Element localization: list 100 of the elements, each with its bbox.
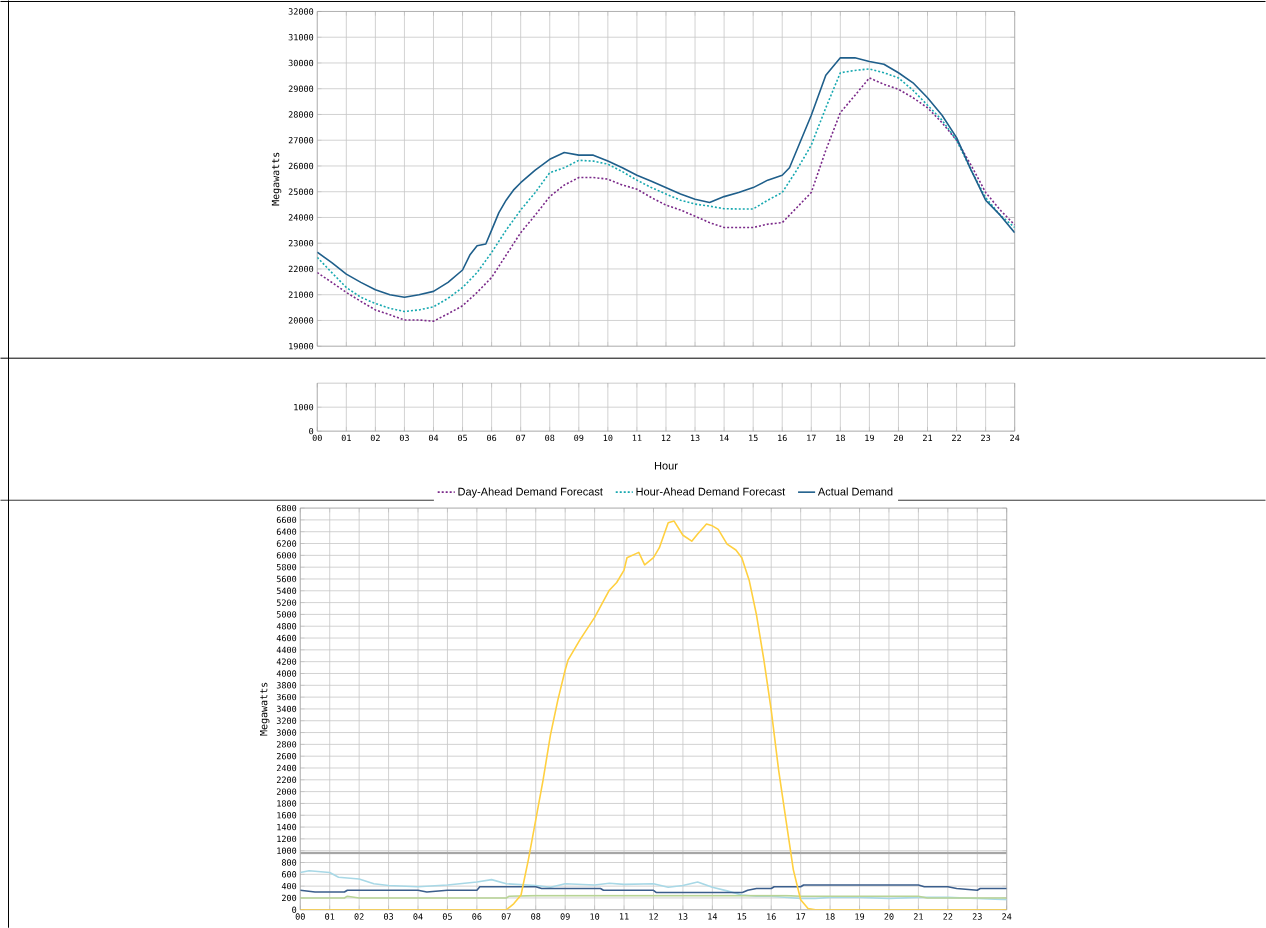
y-tick-label: 32000 (288, 8, 314, 15)
y-tick-label: 27000 (288, 136, 314, 144)
y-tick-label: 30000 (288, 59, 314, 67)
x-tick-label: 17 (807, 434, 816, 441)
y-tick-label: 20000 (288, 317, 314, 324)
x-tick-label: 19 (865, 434, 874, 441)
y-tick-label: 0 (292, 906, 297, 913)
x-tick-label: 06 (472, 913, 482, 920)
x-tick-label: 03 (384, 913, 394, 920)
x-tick-label: 13 (690, 434, 700, 441)
x-tick-label: 23 (981, 434, 991, 441)
y-tick-label: 3400 (276, 705, 297, 713)
y-tick-label: 2200 (276, 776, 297, 783)
x-tick-label: 14 (720, 434, 729, 441)
x-tick-label: 19 (855, 913, 865, 920)
x-tick-label: 15 (737, 913, 747, 920)
x-tick-label: 24 (1002, 913, 1012, 920)
x-tick-label: 04 (428, 434, 439, 441)
legend-label: Hour-Ahead Demand Forecast (636, 487, 786, 496)
y-tick-label: 3600 (276, 693, 297, 701)
x-tick-label: 21 (923, 434, 933, 441)
x-tick-label: 20 (884, 913, 894, 920)
x-tick-label: 17 (796, 913, 806, 920)
x-tick-label: 21 (913, 913, 923, 920)
x-tick-label: 15 (749, 434, 758, 441)
y-tick-label: 2600 (276, 752, 297, 760)
y-tick-label: 6200 (276, 540, 297, 547)
y-tick-label: 3200 (276, 717, 297, 724)
x-tick-label: 11 (632, 434, 642, 441)
x-tick-label: 23 (972, 913, 982, 920)
y-tick-label: 6000 (276, 552, 297, 559)
x-tick-label: 16 (778, 434, 787, 441)
y-tick-label: 2400 (276, 764, 297, 772)
y-tick-label: 6600 (276, 516, 297, 523)
y-tick-label: 2000 (276, 788, 297, 795)
y-tick-label: 6800 (276, 504, 297, 512)
x-tick-label: 10 (603, 434, 613, 441)
y-tick-label: 24000 (288, 214, 314, 221)
x-tick-label: 03 (399, 434, 409, 441)
x-tick-label: 10 (590, 913, 600, 920)
y-tick-label: 1200 (277, 835, 297, 842)
x-tick-label: 07 (516, 434, 526, 441)
x-tick-label: 00 (295, 913, 305, 920)
x-tick-label: 04 (413, 913, 423, 920)
y-tick-label: 5800 (276, 563, 297, 571)
x-tick-label: 00 (312, 434, 322, 441)
x-axis-title: Hour (654, 461, 678, 470)
x-tick-label: 13 (678, 913, 688, 920)
x-tick-label: 06 (487, 434, 497, 441)
x-tick-label: 24 (1010, 434, 1020, 441)
x-tick-label: 01 (325, 913, 335, 920)
y-tick-label: 600 (281, 870, 297, 878)
y-tick-label: 23000 (288, 239, 314, 247)
y-tick-label: 800 (281, 859, 297, 866)
y-tick-label: 28000 (288, 111, 314, 118)
x-tick-label: 07 (501, 913, 511, 920)
x-tick-label: 09 (560, 913, 570, 920)
x-tick-label: 05 (442, 913, 452, 920)
y-tick-label: 2800 (276, 741, 297, 748)
x-tick-label: 12 (661, 434, 671, 441)
y-tick-label: 31000 (288, 33, 314, 41)
y-tick-label: 5400 (276, 587, 297, 594)
x-tick-label: 08 (545, 434, 555, 441)
y-tick-label: 5000 (276, 611, 297, 618)
x-tick-label: 02 (354, 913, 364, 920)
y-tick-label: 4800 (276, 622, 297, 630)
x-tick-label: 18 (826, 913, 835, 920)
y-tick-label: 5200 (276, 599, 297, 606)
y-tick-label: 5600 (276, 575, 297, 583)
y-axis-title: Megawatts (271, 152, 282, 206)
x-tick-label: 18 (836, 434, 845, 441)
y-tick-label: 29000 (288, 85, 314, 92)
x-tick-label: 20 (893, 434, 904, 441)
y-tick-label: 4200 (276, 658, 297, 665)
line-series (300, 884, 1007, 894)
y-axis-title: Megawatts (259, 682, 270, 736)
legend-label: Day-Ahead Demand Forecast (458, 487, 603, 498)
y-tick-label: 6400 (276, 528, 297, 535)
x-tick-label: 02 (370, 434, 380, 441)
y-tick-label: 22000 (288, 265, 314, 273)
x-tick-label: 09 (574, 434, 584, 441)
y-tick-label: 4400 (276, 646, 297, 653)
y-tick-label: 1600 (277, 811, 297, 819)
y-tick-label: 1000 (294, 403, 314, 411)
y-tick-label: 1000 (277, 847, 297, 854)
x-tick-label: 12 (649, 913, 658, 920)
y-tick-label: 3800 (276, 681, 297, 689)
y-tick-label: 19000 (289, 342, 314, 350)
legend-label: Actual Demand (817, 487, 893, 496)
y-tick-label: 0 (309, 427, 314, 435)
y-tick-label: 4000 (276, 670, 297, 677)
y-tick-label: 4600 (276, 634, 297, 642)
y-tick-label: 400 (281, 882, 297, 890)
x-tick-label: 11 (619, 913, 629, 920)
x-tick-label: 08 (531, 913, 541, 920)
y-tick-label: 1400 (277, 823, 297, 831)
x-tick-label: 22 (952, 434, 961, 441)
y-tick-label: 1800 (277, 800, 297, 807)
x-tick-label: 01 (341, 434, 351, 441)
y-tick-label: 21000 (288, 291, 314, 298)
